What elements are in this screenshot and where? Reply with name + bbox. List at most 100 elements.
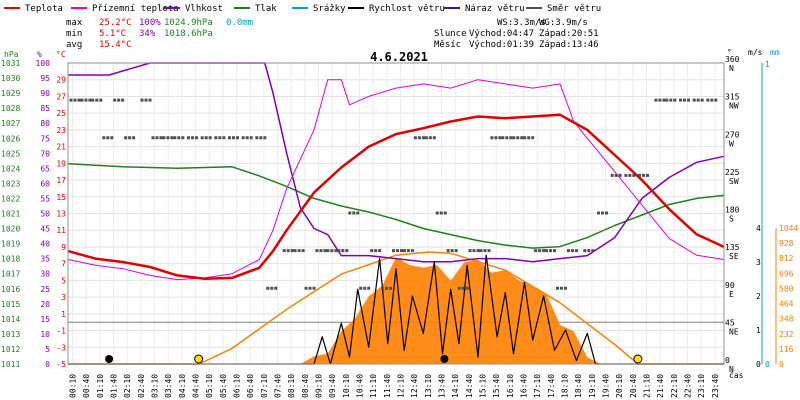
stat-min-temp: 5.1°C [99, 29, 126, 39]
wind-direction-point [241, 136, 245, 140]
wind-direction-point [494, 136, 498, 140]
dir-tick-label: 225 [725, 168, 740, 177]
temp-tick-label: 3 [61, 293, 66, 302]
hpa-tick-label: 1024 [1, 164, 20, 173]
wind-direction-point [121, 98, 125, 102]
wind-direction-point [345, 249, 349, 253]
x-tick-label: 16:10 [506, 374, 515, 398]
temp-tick-label: -3 [56, 343, 66, 352]
wind-gust-stat: WG:3.9m/s [539, 18, 588, 28]
stat-min-hum: 34% [139, 29, 156, 39]
axes: hPa1011101210131014101510161017101810191… [1, 48, 798, 398]
radiation-area [68, 257, 724, 364]
wind-direction-point [389, 286, 393, 290]
wind-direction-point [570, 249, 574, 253]
wind-direction-point [99, 98, 103, 102]
dir-axis-label: ° [727, 48, 732, 57]
wind-direction-point [479, 249, 483, 253]
pct-tick-label: 100 [36, 59, 51, 68]
compass-label: SW [729, 177, 739, 186]
temp-axis-label: °C [56, 50, 66, 59]
wind-direction-point [516, 136, 520, 140]
wind-direction-point [140, 98, 144, 102]
pct-tick-label: 35 [40, 255, 50, 264]
wind-direction-point [710, 98, 714, 102]
wind-direction-point [308, 286, 312, 290]
temp-tick-label: 21 [56, 143, 66, 152]
wind-direction-point [352, 211, 356, 215]
wind-direction-point [128, 136, 132, 140]
hpa-tick-label: 1019 [1, 240, 20, 249]
temp-tick-label: -1 [56, 327, 66, 336]
wind-direction-point [597, 211, 600, 215]
wind-direction-point [102, 136, 106, 140]
wind-direction-point [591, 249, 595, 253]
wind-direction-point [696, 98, 700, 102]
mm-tick-label: 0 [765, 360, 770, 369]
wind-direction-point [487, 249, 491, 253]
wind-direction-point [509, 136, 513, 140]
wind-direction-point [282, 249, 286, 253]
legend-label: Náraz větru [465, 4, 525, 14]
wind-direction-point [638, 173, 641, 177]
wind-direction-point [618, 173, 622, 177]
x-tick-label: 06:40 [246, 374, 255, 398]
hpa-tick-label: 1030 [1, 74, 20, 83]
wind-direction-point [538, 249, 542, 253]
pct-tick-label: 65 [40, 164, 50, 173]
wind-direction-point [665, 98, 669, 102]
wind-direction-point [323, 249, 327, 253]
x-tick-label: 11:40 [383, 374, 392, 398]
dir-tick-label: 360 [725, 55, 740, 64]
wind-direction-point [601, 211, 604, 215]
stat-avg-label: avg [66, 40, 82, 50]
wind-direction-point [687, 98, 690, 102]
stat-max-label: max [66, 18, 83, 28]
legend-label: Přízemní teplota [92, 4, 179, 14]
time-axis-label: čas [729, 370, 744, 380]
sunset-text: Západ:20:51 [539, 29, 599, 39]
chart-title: 4.6.2021 [370, 50, 428, 64]
wind-direction-point [566, 249, 570, 253]
wind-direction-point [378, 249, 382, 253]
pct-tick-label: 90 [40, 89, 50, 98]
temp-tick-label: 19 [56, 159, 66, 168]
wind-direction-point [505, 136, 509, 140]
hpa-tick-label: 1027 [1, 119, 20, 128]
temp-tick-label: 5 [61, 276, 66, 285]
x-tick-label: 18:40 [574, 374, 583, 398]
wind-direction-point [385, 286, 389, 290]
wind-speed-stat: WS:3.3m/s [497, 18, 546, 28]
legend-label: Rychlost větru [369, 4, 445, 14]
wind-direction-point [406, 249, 410, 253]
wind-direction-point [454, 249, 458, 253]
wind-direction-point [274, 286, 278, 290]
wind-direction-point [587, 249, 591, 253]
hpa-tick-label: 1018 [1, 255, 20, 264]
x-tick-label: 19:40 [602, 374, 611, 398]
temp-tick-label: 1 [61, 310, 66, 319]
solar-theoretical-line [68, 251, 724, 365]
moonset-text: Západ:13:46 [539, 40, 599, 50]
wind-direction-point [270, 286, 274, 290]
hpa-tick-label: 1020 [1, 225, 20, 234]
wind-direction-point [396, 249, 399, 253]
wind-direction-point [367, 286, 371, 290]
hpa-tick-label: 1011 [1, 360, 20, 369]
wind-direction-point [356, 211, 360, 215]
dir-tick-label: 135 [725, 243, 740, 252]
rad-tick-label: 0 [779, 360, 784, 369]
wind-direction-point [304, 286, 308, 290]
wind-direction-point [363, 286, 367, 290]
wind-direction-point [370, 249, 374, 253]
wind-direction-point [155, 136, 159, 140]
wind-direction-point [457, 286, 461, 290]
pct-tick-label: 5 [45, 345, 50, 354]
wind-direction-point [483, 249, 487, 253]
wind-direction-point [301, 249, 305, 253]
rad-tick-label: 580 [779, 284, 794, 293]
wind-direction-point [312, 286, 316, 290]
x-tick-label: 21:40 [656, 374, 665, 398]
pct-tick-label: 20 [40, 300, 50, 309]
wind-speed-line [68, 254, 724, 365]
